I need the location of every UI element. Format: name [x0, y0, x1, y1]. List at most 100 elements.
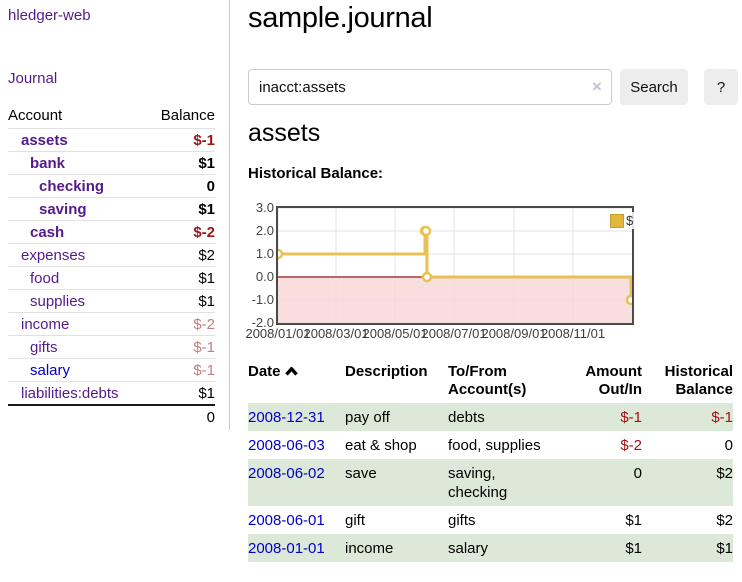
account-balance: $-2: [193, 315, 215, 333]
accounts-header-account: Account: [8, 107, 63, 124]
transaction-description: income: [345, 534, 448, 562]
transaction-description: eat & shop: [345, 437, 417, 454]
account-balance: $-1: [193, 338, 215, 356]
account-link[interactable]: liabilities:debts: [21, 384, 119, 402]
chart-legend: $: [608, 212, 636, 229]
register-row[interactable]: 2008-06-03 eat & shop food, supplies $-2…: [248, 431, 733, 459]
account-row[interactable]: expenses $2: [8, 243, 215, 266]
account-balance: 0: [206, 177, 215, 195]
account-balance: $1: [198, 269, 215, 287]
transaction-amount: $1: [560, 534, 642, 562]
register-header-row: Date Description To/From Account(s) Amou…: [248, 361, 733, 403]
account-row[interactable]: income $-2: [8, 312, 215, 335]
main-content: sample.journal × Search ? assets Histori…: [245, 0, 742, 582]
account-link[interactable]: assets: [21, 131, 68, 149]
transaction-balance: $2: [642, 459, 733, 506]
accounts-tree: Account Balance assets $-1 bank $1 check…: [8, 103, 215, 429]
account-row[interactable]: saving $1: [8, 197, 215, 220]
chart-plot-area: [276, 206, 634, 325]
search-input[interactable]: [248, 69, 612, 105]
register-header-accounts: To/From Account(s): [448, 363, 527, 398]
account-link[interactable]: checking: [39, 177, 105, 195]
account-link[interactable]: supplies: [30, 292, 86, 310]
transaction-date-link[interactable]: 2008-01-01: [248, 540, 325, 557]
transaction-description: gift: [345, 512, 366, 529]
y-tick-label: -1.0: [251, 292, 274, 307]
account-link[interactable]: income: [21, 315, 70, 333]
x-tick-label: 2008/03/01: [303, 326, 369, 341]
account-link[interactable]: bank: [30, 154, 66, 172]
account-heading: assets: [248, 119, 321, 147]
transaction-description: save: [345, 459, 448, 506]
sidebar-item-journal[interactable]: Journal: [8, 70, 58, 87]
register-row[interactable]: 2008-06-01 gift gifts $1 $2: [248, 506, 733, 534]
account-link[interactable]: expenses: [21, 246, 86, 264]
page-title: sample.journal: [248, 2, 433, 34]
transaction-amount: $-1: [560, 403, 642, 431]
accounts-total-row: 0: [8, 404, 215, 429]
transaction-date-link[interactable]: 2008-06-03: [248, 437, 325, 454]
accounts-total: 0: [206, 409, 215, 426]
register-header-amount: Amount Out/In: [585, 363, 642, 398]
account-balance: $2: [198, 246, 215, 264]
chart-plot-svg: [278, 208, 632, 323]
transaction-balance: 0: [724, 437, 733, 454]
x-tick-label: 2008/09/01: [481, 326, 547, 341]
register-row[interactable]: 2008-06-02 save saving, checking 0 $2: [248, 459, 733, 506]
y-tick-label: 0.0: [255, 269, 274, 284]
transaction-accounts: saving, checking: [448, 465, 508, 501]
account-link[interactable]: saving: [39, 200, 87, 218]
account-link[interactable]: food: [30, 269, 60, 287]
register-table: Date Description To/From Account(s) Amou…: [248, 361, 733, 562]
y-tick-label: -2.0: [251, 315, 274, 330]
transaction-date-link[interactable]: 2008-12-31: [248, 409, 325, 426]
transaction-date-link[interactable]: 2008-06-02: [248, 465, 325, 482]
account-row[interactable]: salary $-1: [8, 358, 215, 381]
sidebar: hledger-web Journal Account Balance asse…: [0, 0, 230, 430]
account-link[interactable]: gifts: [30, 338, 58, 356]
account-link[interactable]: cash: [30, 223, 65, 241]
y-tick-label: 2.0: [255, 223, 274, 238]
legend-swatch-icon: [610, 213, 624, 228]
transaction-accounts: debts: [448, 409, 485, 426]
transaction-date-link[interactable]: 2008-06-01: [248, 512, 325, 529]
account-balance: $1: [198, 384, 215, 402]
transaction-accounts: gifts: [448, 512, 476, 529]
transaction-balance: $-1: [642, 403, 733, 431]
account-balance: $1: [198, 154, 215, 172]
x-tick-label: 2008/01/01: [245, 326, 311, 341]
transaction-amount: 0: [560, 459, 642, 506]
register-row[interactable]: 2008-12-31 pay off debts $-1 $-1: [248, 403, 733, 431]
search-button[interactable]: Search: [620, 69, 688, 105]
account-row[interactable]: bank $1: [8, 151, 215, 174]
register-header-date[interactable]: Date: [248, 361, 345, 403]
register-row[interactable]: 2008-01-01 income salary $1 $1: [248, 534, 733, 562]
account-row[interactable]: cash $-2: [8, 220, 215, 243]
account-balance: $-1: [193, 361, 215, 379]
sort-ascending-icon: [284, 366, 298, 376]
account-row[interactable]: assets $-1: [8, 128, 215, 151]
legend-label: $: [626, 213, 634, 228]
transaction-accounts: salary: [448, 540, 489, 557]
account-row[interactable]: gifts $-1: [8, 335, 215, 358]
accounts-header-balance: Balance: [160, 107, 215, 124]
account-balance: $1: [198, 200, 215, 218]
account-balance: $-2: [193, 223, 215, 241]
register-header-balance: Historical Balance: [664, 363, 733, 398]
search-form: × Search ?: [248, 69, 742, 105]
app-brand-link[interactable]: hledger-web: [8, 7, 91, 24]
account-row[interactable]: supplies $1: [8, 289, 215, 312]
account-row[interactable]: liabilities:debts $1: [8, 381, 215, 404]
account-row[interactable]: checking 0: [8, 174, 215, 197]
y-tick-label: 3.0: [255, 200, 274, 215]
help-button[interactable]: ?: [704, 69, 738, 105]
clear-search-icon[interactable]: ×: [592, 77, 602, 96]
transaction-amount: $-2: [620, 437, 642, 454]
accounts-tree-header: Account Balance: [8, 103, 215, 128]
account-link[interactable]: salary: [30, 361, 71, 379]
transaction-amount: $1: [625, 512, 642, 529]
account-row[interactable]: food $1: [8, 266, 215, 289]
transaction-accounts: food, supplies: [448, 437, 541, 454]
account-balance: $-1: [193, 131, 215, 149]
historical-balance-chart: 3.0 2.0 1.0 0.0 -1.0 -2.0 $ 2008/01/01 2008/03…: [245, 198, 742, 346]
